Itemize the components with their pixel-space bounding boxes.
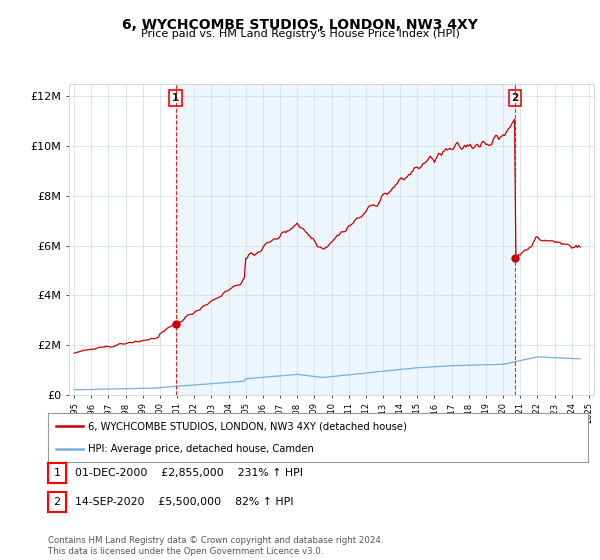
Text: 1: 1	[172, 93, 179, 103]
Text: 01-DEC-2000    £2,855,000    231% ↑ HPI: 01-DEC-2000 £2,855,000 231% ↑ HPI	[75, 468, 303, 478]
Bar	[176, 84, 515, 395]
Text: HPI: Average price, detached house, Camden: HPI: Average price, detached house, Camd…	[89, 444, 314, 454]
Text: 1: 1	[53, 468, 61, 478]
Text: Price paid vs. HM Land Registry's House Price Index (HPI): Price paid vs. HM Land Registry's House …	[140, 29, 460, 39]
Text: 6, WYCHCOMBE STUDIOS, LONDON, NW3 4XY (detached house): 6, WYCHCOMBE STUDIOS, LONDON, NW3 4XY (d…	[89, 421, 407, 431]
Text: Contains HM Land Registry data © Crown copyright and database right 2024.
This d: Contains HM Land Registry data © Crown c…	[48, 536, 383, 556]
Text: 2: 2	[512, 93, 519, 103]
Text: 2: 2	[53, 497, 61, 507]
Text: 6, WYCHCOMBE STUDIOS, LONDON, NW3 4XY: 6, WYCHCOMBE STUDIOS, LONDON, NW3 4XY	[122, 18, 478, 32]
Text: 14-SEP-2020    £5,500,000    82% ↑ HPI: 14-SEP-2020 £5,500,000 82% ↑ HPI	[75, 497, 293, 507]
